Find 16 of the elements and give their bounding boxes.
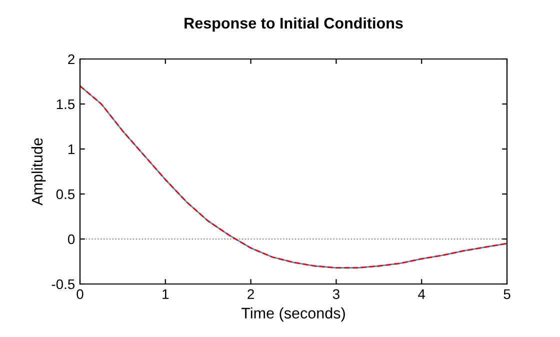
y-tick-label: 0 <box>68 234 75 244</box>
x-tick-label: 2 <box>248 289 254 299</box>
x-tick-label: 4 <box>418 289 426 299</box>
x-tick-label: 1 <box>162 289 169 299</box>
x-tick-label: 0 <box>76 289 84 300</box>
line-series <box>80 85 507 268</box>
y-axis-title: Amplitude <box>31 138 46 206</box>
y-tick-label: 1.5 <box>56 99 75 110</box>
y-tick-label: 2 <box>68 54 74 64</box>
y-tick-label: 0.5 <box>56 189 75 200</box>
x-axis-title: Time (seconds) <box>241 307 345 322</box>
y-tick-label: 1 <box>68 144 74 154</box>
y-tick-label: -0.5 <box>52 279 75 290</box>
x-tick-label: 3 <box>332 289 340 300</box>
x-tick-label: 5 <box>504 289 510 300</box>
chart-title: Response to Initial Conditions <box>184 17 403 32</box>
